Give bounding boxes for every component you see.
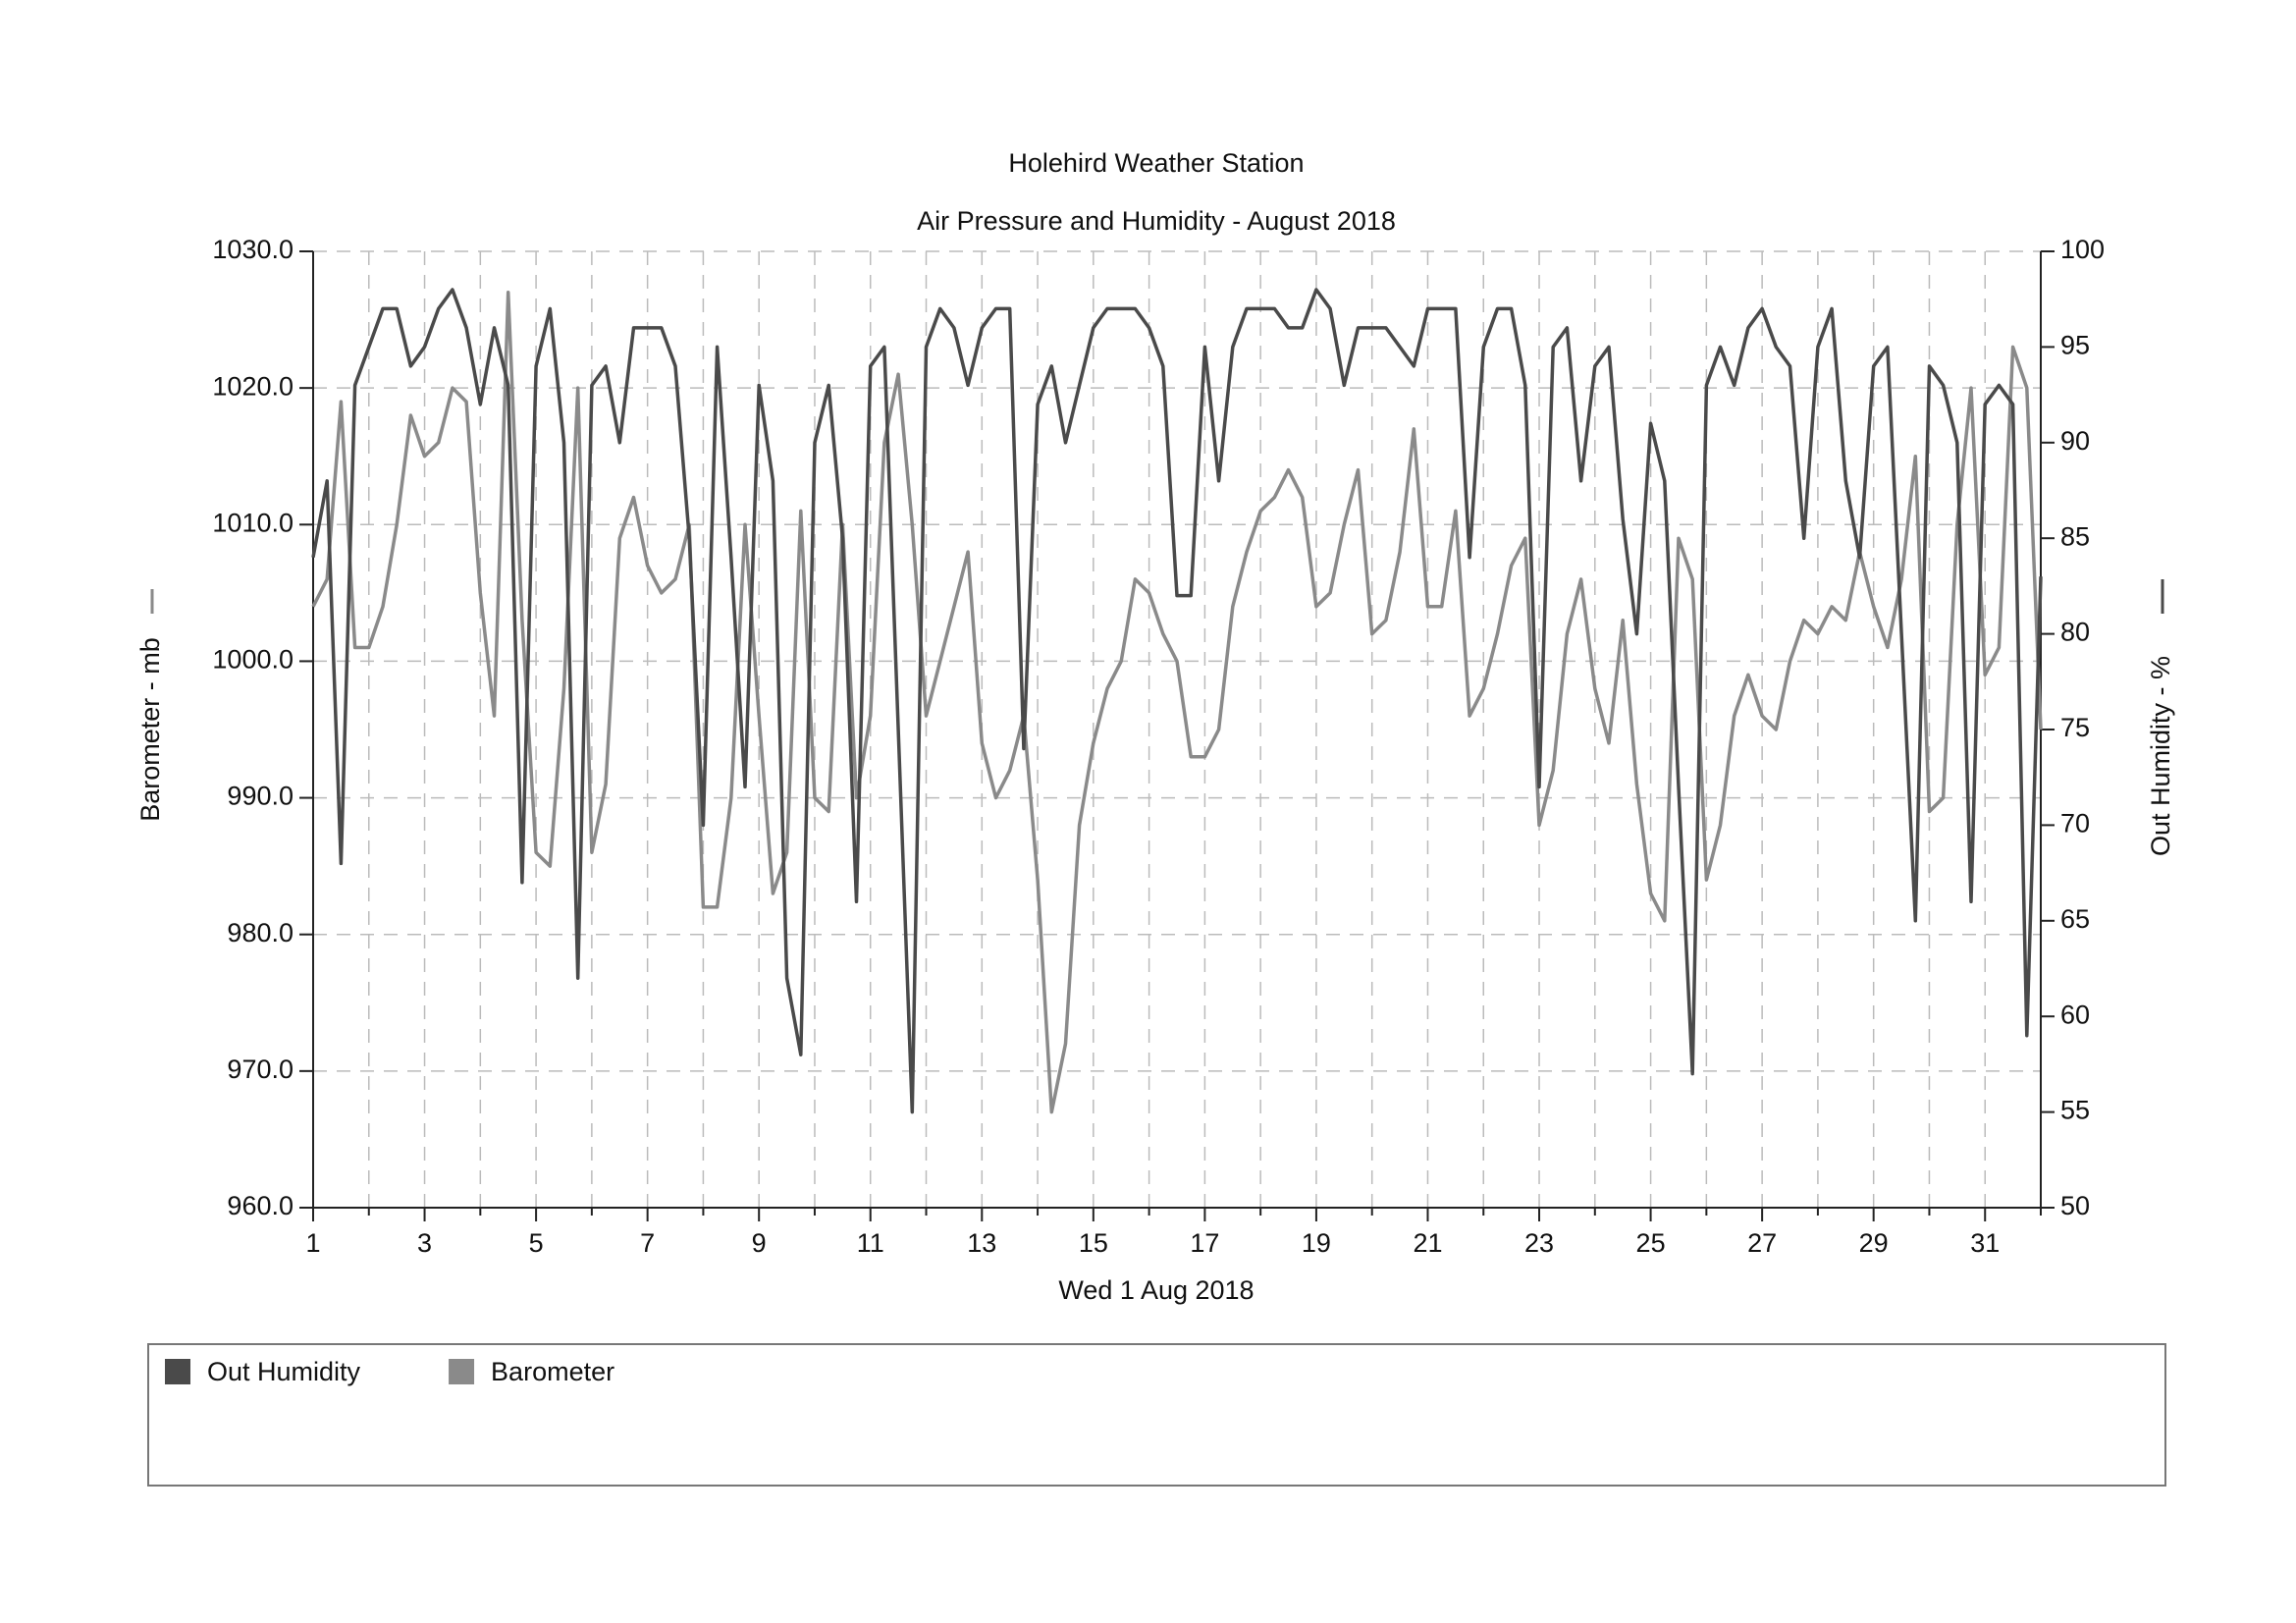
legend-label: Barometer — [491, 1357, 614, 1386]
y2-tick-label: 95 — [2060, 331, 2090, 360]
x-axis-label: Wed 1 Aug 2018 — [1058, 1275, 1254, 1305]
x-tick-label: 15 — [1079, 1228, 1108, 1258]
x-tick-label: 9 — [752, 1228, 767, 1258]
legend-box — [147, 1343, 2166, 1487]
chart-subtitle: Air Pressure and Humidity - August 2018 — [917, 206, 1396, 236]
y2-tick-label: 80 — [2060, 618, 2090, 647]
x-tick-label: 31 — [1970, 1228, 2000, 1258]
y-axis-label: Barometer - mb — [135, 637, 165, 822]
y2-tick-label: 100 — [2060, 235, 2105, 264]
y-tick-label: 970.0 — [227, 1055, 294, 1084]
y-tick-label: 1020.0 — [212, 371, 294, 401]
x-tick-label: 27 — [1747, 1228, 1777, 1258]
y-tick-label: 980.0 — [227, 918, 294, 947]
legend-swatch — [449, 1359, 475, 1384]
data-line — [311, 290, 2043, 1114]
x-tick-label: 23 — [1524, 1228, 1554, 1258]
y2-tick-label: 70 — [2060, 809, 2090, 839]
y-tick-label: 1000.0 — [212, 645, 294, 675]
y2-tick-label: 55 — [2060, 1096, 2090, 1125]
x-tick-label: 1 — [305, 1228, 320, 1258]
x-tick-label: 3 — [417, 1228, 432, 1258]
x-tick-label: 21 — [1413, 1228, 1442, 1258]
y-tick-label: 960.0 — [227, 1191, 294, 1220]
y2-tick-label: 60 — [2060, 1000, 2090, 1029]
x-tick-label: 11 — [857, 1228, 884, 1258]
x-tick-label: 19 — [1302, 1228, 1331, 1258]
y2-axis-label: Out Humidity - % — [2146, 656, 2175, 856]
x-tick-label: 25 — [1636, 1228, 1666, 1258]
y-tick-label: 1010.0 — [212, 508, 294, 537]
y2-tick-label: 75 — [2060, 713, 2090, 742]
chart-title: Holehird Weather Station — [1008, 148, 1304, 178]
x-tick-label: 7 — [640, 1228, 655, 1258]
y-tick-label: 990.0 — [227, 782, 294, 811]
legend-swatch — [165, 1359, 190, 1384]
y2-tick-label: 50 — [2060, 1191, 2090, 1220]
y-tick-label: 1030.0 — [212, 235, 294, 264]
legend-label: Out Humidity — [207, 1357, 361, 1386]
x-tick-label: 5 — [529, 1228, 544, 1258]
y2-tick-label: 65 — [2060, 904, 2090, 934]
x-tick-label: 13 — [967, 1228, 996, 1258]
data-line — [311, 288, 2043, 1114]
x-tick-label: 17 — [1190, 1228, 1219, 1258]
x-tick-label: 29 — [1859, 1228, 1889, 1258]
y2-tick-label: 85 — [2060, 521, 2090, 551]
y2-tick-label: 90 — [2060, 426, 2090, 456]
